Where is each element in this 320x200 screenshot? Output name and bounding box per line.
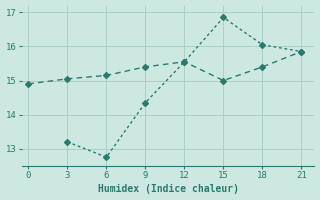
X-axis label: Humidex (Indice chaleur): Humidex (Indice chaleur)	[98, 184, 239, 194]
